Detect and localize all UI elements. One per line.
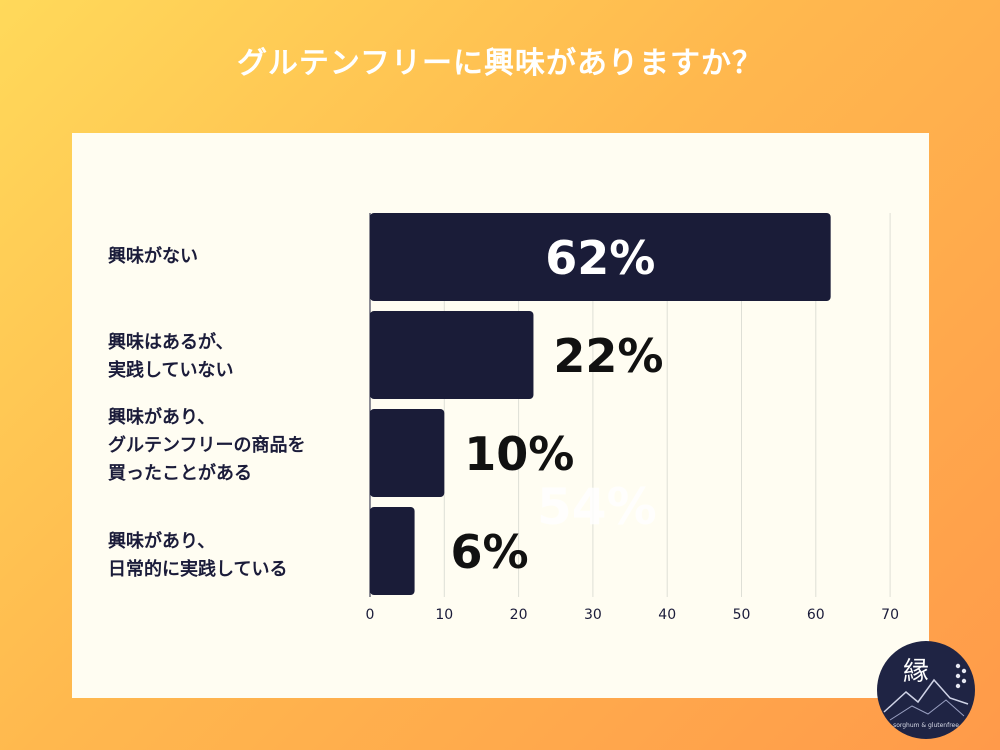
- x-tick-label: 10: [435, 607, 453, 623]
- chart-panel: 0 10 20 30 40 50 60 70 62% 22% 10% 6% 興味がない 興味はあるが、…: [72, 133, 929, 698]
- bar-value-label-1: 62%: [545, 231, 655, 285]
- brand-logo: 縁 sorghum & glutenfree: [877, 641, 975, 739]
- category-label-4: 興味があり、 日常的に実践している: [108, 531, 288, 580]
- x-tick-label: 50: [733, 607, 751, 623]
- x-tick-label: 30: [584, 607, 602, 623]
- chart-title: グルテンフリーに興味がありますか？: [236, 46, 764, 81]
- bar-3: [370, 409, 445, 497]
- category-label-3: 興味があり、 グルテンフリーの商品を 買ったことがある: [108, 407, 306, 484]
- bar-4: [370, 507, 415, 595]
- bar-value-label-3: 10%: [464, 427, 574, 481]
- x-tick-label: 60: [807, 607, 825, 623]
- x-tick-label: 70: [881, 607, 899, 623]
- category-label-1: 興味がない: [108, 246, 198, 267]
- category-label-2: 興味はあるが、 実践していない: [108, 332, 234, 381]
- faded-percentage-label: 54%: [537, 478, 657, 536]
- x-tick-label: 0: [366, 607, 375, 623]
- bar-value-label-4: 6%: [451, 525, 529, 579]
- logo-glyph: 縁: [903, 657, 929, 687]
- x-tick-label: 20: [510, 607, 528, 623]
- bar-value-label-2: 22%: [553, 329, 663, 383]
- bar-2: [370, 311, 534, 399]
- x-tick-label: 40: [658, 607, 676, 623]
- logo-caption: sorghum & glutenfree: [893, 722, 959, 729]
- bar-chart: 0 10 20 30 40 50 60 70 62% 22% 10% 6%: [366, 213, 899, 623]
- bar-1: [370, 213, 831, 301]
